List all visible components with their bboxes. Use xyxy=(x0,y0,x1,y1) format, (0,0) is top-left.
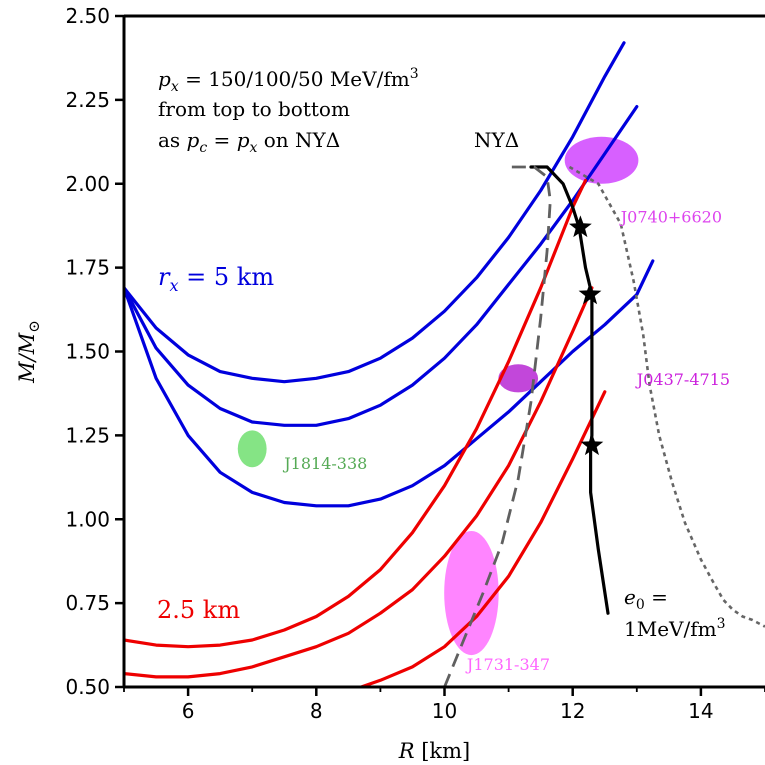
e0-symbol: e xyxy=(624,585,636,609)
star-marker-1 xyxy=(578,282,602,305)
star-marker-0 xyxy=(569,215,592,238)
e0-subscript: 0 xyxy=(636,597,645,613)
x-tick-label: 14 xyxy=(688,699,713,723)
rx-symbol: r xyxy=(158,263,171,291)
e0-exponent: 3 xyxy=(717,616,726,632)
y-tick-label: 2.50 xyxy=(65,4,110,28)
e0-eq: = xyxy=(645,585,668,609)
nyd-label: NYΔ xyxy=(474,128,519,152)
on-nyd: on NYΔ xyxy=(257,128,340,152)
series-line-rx5-2 xyxy=(124,259,655,508)
y-tick-label: 1.25 xyxy=(65,423,110,447)
y-tick-label: 1.00 xyxy=(65,507,110,531)
x-axis-symbol: R xyxy=(398,739,415,763)
ellipse-label-J1731-347: J1731-347 xyxy=(465,655,550,674)
x-tick-label: 8 xyxy=(310,699,323,723)
y-tick-label: 2.25 xyxy=(65,88,110,112)
rx25-label: 2.5 km xyxy=(157,596,240,624)
ellipse-J0437-4715 xyxy=(498,364,539,393)
rx-value: = 5 km xyxy=(179,263,275,291)
x-tick-label: 10 xyxy=(432,699,457,723)
y-tick-label: 0.75 xyxy=(65,591,110,615)
y-tick-label: 2.00 xyxy=(65,172,110,196)
y-tick-label: 1.50 xyxy=(65,340,110,364)
px-annotation-line3: as pc = px on NYΔ xyxy=(158,128,340,156)
rx-subscript: x xyxy=(169,276,178,295)
series-line-nyd-dotted-8 xyxy=(568,165,765,628)
pc-symbol: p xyxy=(187,128,200,152)
y-axis-label: M/M⊙ xyxy=(15,320,43,384)
y-axis-subscript: ⊙ xyxy=(25,320,43,333)
eq-sign: = xyxy=(207,128,236,152)
ellipse-J1731-347 xyxy=(444,530,499,656)
px-annotation-line1: px = 150/100/50 MeV/fm3 xyxy=(158,66,419,95)
y-tick-label: 1.75 xyxy=(65,256,110,280)
ellipse-label-J0740+6620: J0740+6620 xyxy=(619,207,722,226)
px-symbol-2: p xyxy=(237,128,250,152)
y-axis-symbol: M/M xyxy=(15,332,39,384)
rx5-label: rx = 5 km xyxy=(158,263,274,295)
y-tick-label: 0.50 xyxy=(65,675,110,699)
x-axis-unit: [km] xyxy=(415,739,471,763)
pc-subscript: c xyxy=(199,140,207,156)
ellipse-label-J1814-338: J1814-338 xyxy=(282,454,367,473)
ellipse-J1814-338 xyxy=(237,430,267,468)
ellipse-label-layer: J0740+6620 J0437-4715 J1814-338 J1731-347 xyxy=(282,207,730,674)
series-line-nyd-black-6 xyxy=(529,165,610,615)
e0-label-line1: e0 = xyxy=(624,585,668,613)
x-axis-label: R [km] xyxy=(398,739,471,763)
ellipse-layer xyxy=(237,136,639,656)
e0-label-line2: 1MeV/fm3 xyxy=(624,616,726,641)
x-tick-label: 6 xyxy=(182,699,195,723)
px-exponent: 3 xyxy=(410,66,419,82)
px-annotation-line2: from top to bottom xyxy=(158,97,350,121)
px-symbol: p xyxy=(158,67,171,91)
series-line-nyd-dashed-7 xyxy=(443,165,552,687)
as-word: as xyxy=(158,128,187,152)
px-subscript: x xyxy=(171,79,179,95)
e0-value: 1MeV/fm xyxy=(624,617,717,641)
series-line-rx25-5 xyxy=(359,390,607,687)
annotation-layer: px = 150/100/50 MeV/fm3 from top to bott… xyxy=(157,66,726,641)
series-line-rx5-1 xyxy=(124,104,639,427)
px-values: = 150/100/50 MeV/fm xyxy=(179,67,410,91)
star-layer xyxy=(569,215,604,456)
series-line-rx25-3 xyxy=(124,178,588,649)
x-tick-label: 12 xyxy=(560,699,585,723)
ellipse-label-J0437-4715: J0437-4715 xyxy=(635,370,730,389)
axes-layer: 6 8 10 12 14 0.50 0.75 1.00 1.25 1.50 1.75 2.00 2.25… xyxy=(15,4,765,763)
px-subscript-2: x xyxy=(250,140,258,156)
star-marker-2 xyxy=(580,433,604,456)
